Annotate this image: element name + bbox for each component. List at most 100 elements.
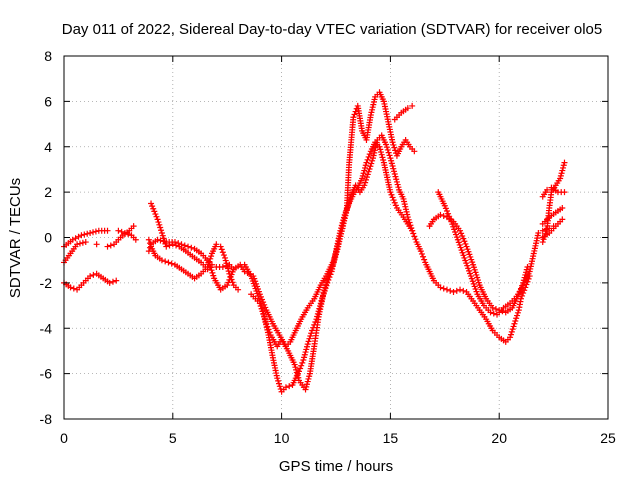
data-point-marker [392, 173, 399, 180]
data-point-marker [225, 268, 232, 275]
data-point-marker [302, 349, 309, 356]
data-point-marker [228, 271, 235, 278]
data-point-marker [420, 253, 427, 260]
data-point-marker [391, 168, 398, 175]
data-point-marker [256, 291, 263, 298]
data-point-marker [93, 241, 100, 248]
data-point-marker [517, 295, 524, 302]
data-point-marker [296, 368, 303, 375]
data-point-marker [118, 228, 125, 235]
data-point-marker [299, 359, 306, 366]
data-point-marker [162, 258, 169, 265]
y-tick-label: 6 [44, 93, 52, 109]
data-point-marker [113, 277, 120, 284]
data-point-marker [178, 241, 185, 248]
data-point-marker [301, 351, 308, 358]
x-tick-label: 0 [60, 430, 68, 446]
data-point-marker [417, 248, 424, 255]
data-point-marker [393, 178, 400, 185]
data-point-marker [446, 213, 453, 220]
data-point-marker [159, 232, 166, 239]
data-point-marker [560, 162, 567, 169]
data-point-marker [109, 278, 116, 285]
data-point-marker [389, 139, 396, 146]
data-point-marker [330, 257, 337, 264]
data-point-marker [151, 208, 158, 215]
x-tick-label: 10 [274, 430, 290, 446]
data-point-marker [275, 380, 282, 387]
data-point-marker [389, 163, 396, 170]
data-point-marker [557, 172, 564, 179]
data-point-marker [442, 205, 449, 212]
data-point-marker [303, 383, 310, 390]
data-point-marker [405, 216, 412, 223]
data-point-marker [154, 216, 161, 223]
data-point-marker [106, 279, 113, 286]
data-point-marker [450, 288, 457, 295]
data-point-marker [226, 276, 233, 283]
data-point-marker [406, 219, 413, 226]
data-point-marker [74, 241, 81, 248]
data-point-marker [404, 214, 411, 221]
data-point-marker [513, 315, 520, 322]
data-point-marker [291, 361, 298, 368]
data-point-marker [364, 156, 371, 163]
data-point-marker [207, 255, 214, 262]
data-point-marker [257, 303, 264, 310]
data-point-marker [208, 253, 215, 260]
data-point-marker [213, 241, 220, 248]
data-point-marker [181, 242, 188, 249]
data-point-marker [388, 160, 395, 167]
data-point-marker [437, 211, 444, 218]
data-point-marker [379, 154, 386, 161]
data-point-marker [145, 248, 152, 255]
data-point-marker [338, 230, 345, 237]
data-point-marker [514, 312, 521, 319]
data-point-marker [408, 224, 415, 231]
data-point-marker [387, 155, 394, 162]
data-point-marker [207, 264, 214, 271]
data-point-marker [262, 304, 269, 311]
data-point-marker [376, 143, 383, 150]
y-tick-label: -8 [40, 411, 53, 427]
data-point-marker [87, 273, 94, 280]
data-point-marker [412, 236, 419, 243]
data-point-marker [332, 251, 339, 258]
data-point-marker [338, 228, 345, 235]
data-point-marker [392, 202, 399, 209]
data-point-marker [157, 224, 164, 231]
data-point-marker [145, 236, 152, 243]
y-axis-ticks: -8 -6 -4 -2 0 2 4 6 8 [40, 48, 608, 427]
data-point-marker [70, 285, 77, 292]
data-point-marker [507, 331, 514, 338]
data-point-marker [208, 267, 215, 274]
data-point-marker [377, 146, 384, 153]
data-point-marker [303, 343, 310, 350]
data-point-marker [156, 221, 163, 228]
data-point-marker [260, 311, 267, 318]
data-point-marker [561, 159, 568, 166]
data-point-marker [304, 341, 311, 348]
y-tick-label: 8 [44, 48, 52, 64]
data-point-marker [210, 272, 217, 279]
data-point-marker [359, 175, 366, 182]
data-point-marker [309, 327, 316, 334]
data-point-marker [519, 292, 526, 299]
data-point-marker [350, 114, 357, 121]
data-point-marker [335, 238, 342, 245]
data-point-marker [220, 252, 227, 259]
data-point-marker [535, 229, 542, 236]
data-point-marker [457, 286, 464, 293]
data-point-marker [298, 362, 305, 369]
data-point-marker [316, 305, 323, 312]
data-point-marker [380, 156, 387, 163]
data-point-marker [447, 215, 454, 222]
data-point-marker [364, 171, 371, 178]
data-point-marker [227, 274, 234, 281]
data-point-marker [514, 309, 521, 316]
data-point-marker [411, 148, 418, 155]
data-point-marker [391, 144, 398, 151]
data-point-marker [352, 108, 359, 115]
data-point-marker [407, 222, 414, 229]
